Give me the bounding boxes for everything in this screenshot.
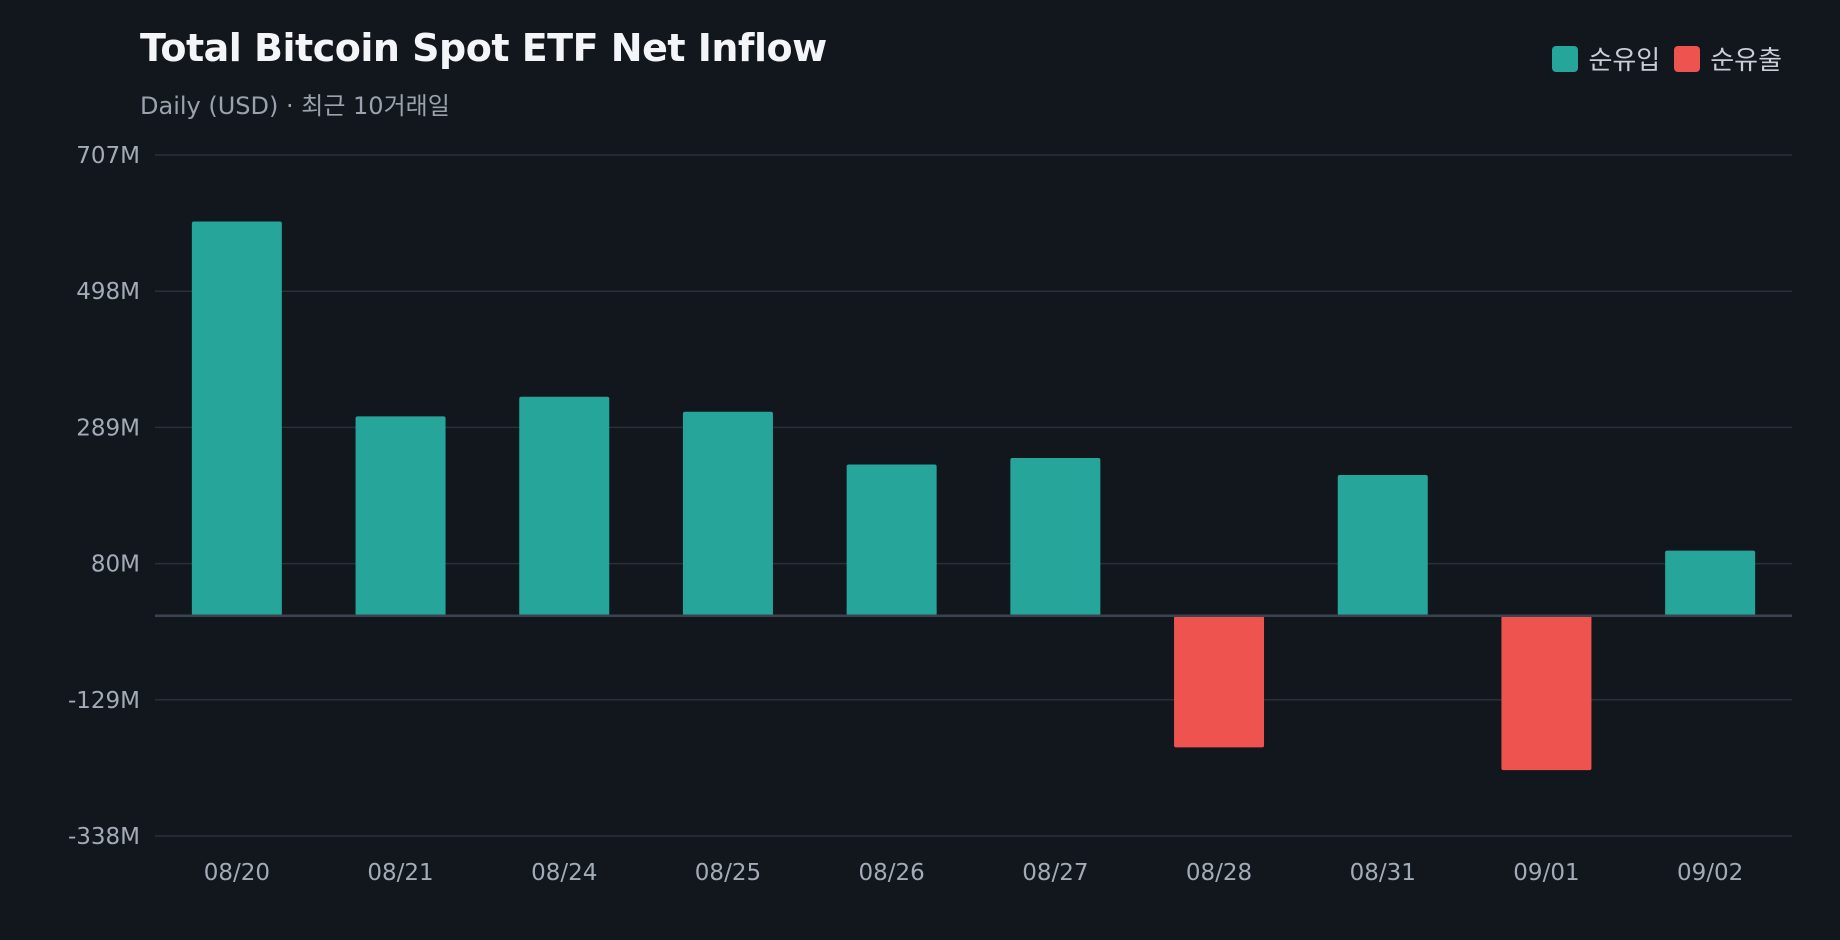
x-tick-label: 09/02 bbox=[1677, 860, 1743, 886]
x-tick-label: 08/27 bbox=[1022, 860, 1088, 886]
y-tick-label: 289M bbox=[76, 415, 140, 441]
chart-legend: 순유입 순유출 bbox=[1538, 40, 1782, 77]
bar-08-27[interactable] bbox=[1010, 458, 1101, 616]
y-tick-label: 707M bbox=[76, 143, 140, 169]
x-tick-label: 08/26 bbox=[859, 860, 925, 886]
chart-subtitle: Daily (USD) · 최근 10거래일 bbox=[140, 92, 450, 120]
y-tick-label: -129M bbox=[68, 688, 140, 714]
bar-09-02[interactable] bbox=[1665, 550, 1756, 616]
chart-title: Total Bitcoin Spot ETF Net Inflow bbox=[140, 26, 827, 70]
bar-08-24[interactable] bbox=[519, 396, 610, 616]
bar-08-26[interactable] bbox=[846, 464, 937, 616]
y-axis-labels: 707M 498M 289M 80M -129M -338M bbox=[68, 143, 140, 850]
bar-08-28[interactable] bbox=[1174, 615, 1265, 748]
bar-08-21[interactable] bbox=[355, 416, 446, 616]
inflow-swatch-icon bbox=[1552, 45, 1579, 72]
x-axis-labels: 08/20 08/21 08/24 08/25 08/26 08/27 08/28 08/31… bbox=[204, 860, 1744, 886]
x-tick-label: 08/31 bbox=[1350, 860, 1416, 886]
legend-item-outflow[interactable]: 순유출 bbox=[1674, 40, 1782, 77]
y-tick-label: 498M bbox=[76, 279, 140, 305]
outflow-swatch-icon bbox=[1674, 45, 1701, 72]
x-tick-label: 08/21 bbox=[367, 860, 433, 886]
bar-08-25[interactable] bbox=[682, 411, 773, 616]
x-tick-label: 08/25 bbox=[695, 860, 761, 886]
x-tick-label: 09/01 bbox=[1513, 860, 1579, 886]
legend-item-inflow[interactable]: 순유입 bbox=[1552, 40, 1660, 77]
bar-09-01[interactable] bbox=[1501, 615, 1592, 771]
legend-label-inflow: 순유입 bbox=[1588, 46, 1661, 76]
x-tick-label: 08/24 bbox=[531, 860, 597, 886]
y-tick-label: 80M bbox=[91, 552, 140, 578]
bar-08-31[interactable] bbox=[1337, 474, 1428, 616]
bar-08-20[interactable] bbox=[191, 221, 282, 616]
x-tick-label: 08/20 bbox=[204, 860, 270, 886]
x-tick-label: 08/28 bbox=[1186, 860, 1252, 886]
y-tick-label: -338M bbox=[68, 824, 140, 850]
legend-label-outflow: 순유출 bbox=[1710, 46, 1782, 76]
bar-series bbox=[191, 221, 1756, 771]
